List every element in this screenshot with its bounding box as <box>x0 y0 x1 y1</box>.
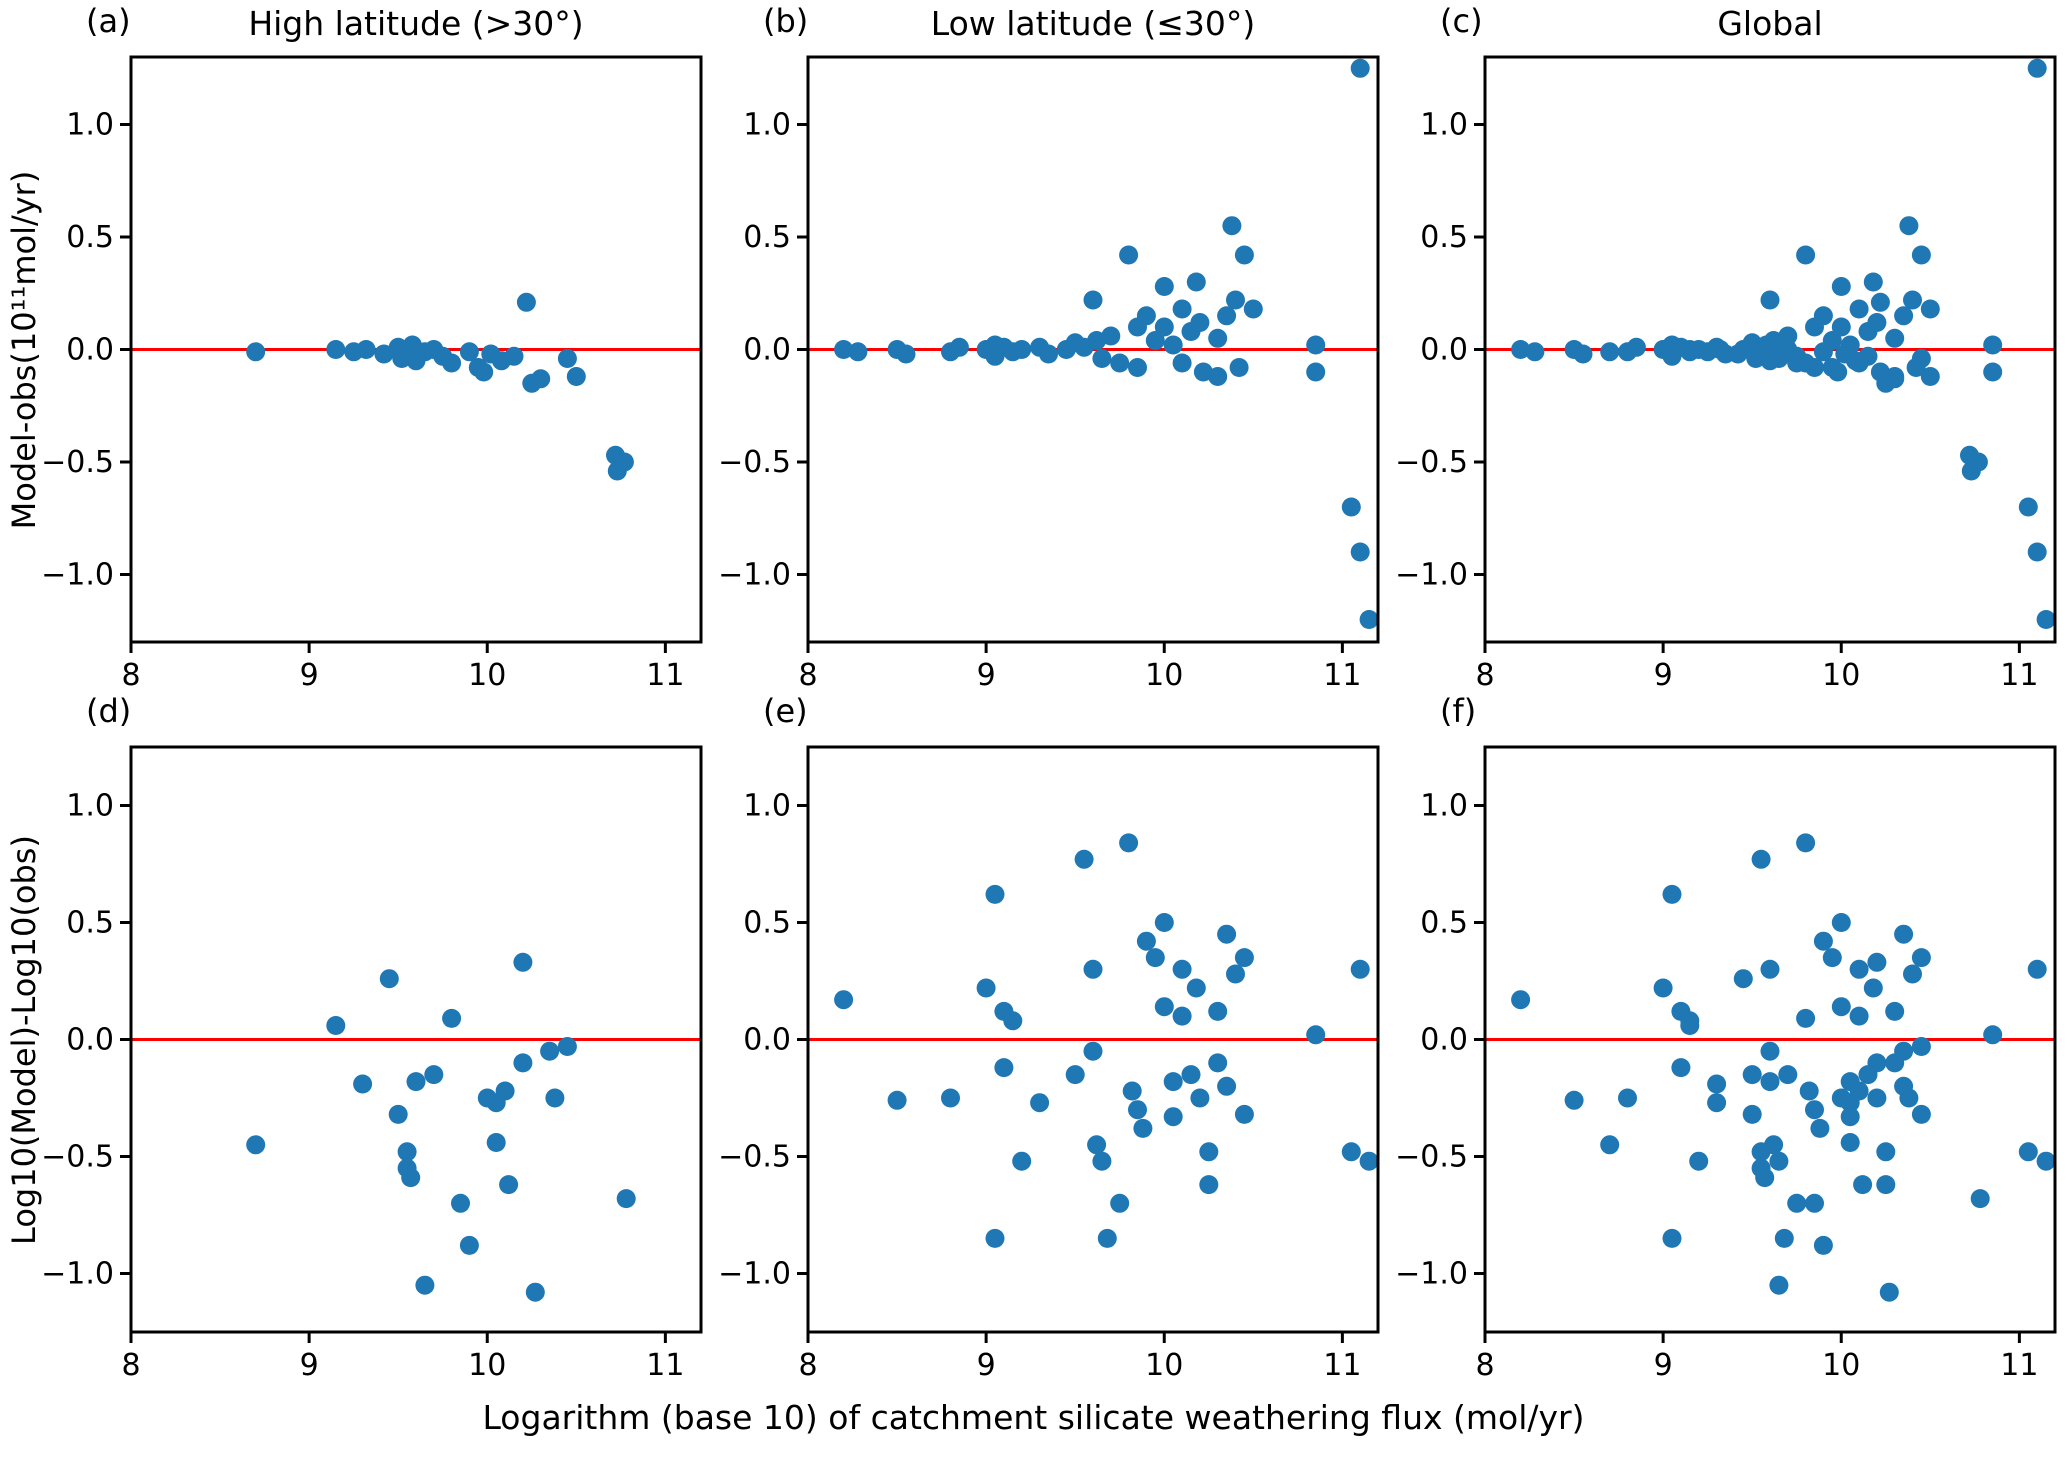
svg-text:9: 9 <box>300 1348 319 1380</box>
panel-b: (b) Low latitude (≤30°) 8 9 10 11 1.0 0.5 0.0 −… <box>713 0 1390 690</box>
svg-text:0.0: 0.0 <box>743 333 791 368</box>
scatter-plot-d: 8 9 10 11 1.0 0.5 0.0 −0.5 −1.0 <box>41 745 703 1380</box>
svg-text:11: 11 <box>2000 658 2038 690</box>
svg-text:−0.5: −0.5 <box>718 1140 791 1175</box>
scatter-plot-a: 8 9 10 11 1.0 0.5 0.0 −0.5 −1.0 <box>41 55 703 690</box>
scatter-plot-c: 8 9 10 11 1.0 0.5 0.0 −0.5 −1.0 <box>1395 55 2057 690</box>
panel-e: (e) 8 9 10 11 1.0 0.5 0.0 −0.5 −1.0 <box>713 690 1390 1380</box>
panel-c-letter: (c) <box>1440 2 1483 40</box>
scatter-plot-b: 8 9 10 11 1.0 0.5 0.0 −0.5 −1.0 <box>718 55 1380 690</box>
svg-text:10: 10 <box>1145 658 1183 690</box>
panel-f-letter: (f) <box>1440 692 1477 730</box>
svg-text:0.0: 0.0 <box>1420 1023 1468 1058</box>
svg-text:0.5: 0.5 <box>1420 220 1468 255</box>
svg-text:8: 8 <box>1475 1348 1494 1380</box>
svg-text:−1.0: −1.0 <box>41 1257 114 1292</box>
svg-text:10: 10 <box>468 1348 506 1380</box>
panel-b-title: Low latitude (≤30°) <box>930 4 1256 43</box>
svg-text:−0.5: −0.5 <box>41 445 114 480</box>
svg-text:8: 8 <box>1475 658 1494 690</box>
svg-text:9: 9 <box>1654 658 1673 690</box>
svg-text:−0.5: −0.5 <box>1395 1140 1468 1175</box>
svg-text:10: 10 <box>468 658 506 690</box>
svg-text:1.0: 1.0 <box>66 108 114 143</box>
svg-text:8: 8 <box>121 1348 140 1380</box>
panel-e-letter: (e) <box>763 692 808 730</box>
svg-text:−0.5: −0.5 <box>1395 445 1468 480</box>
svg-text:−1.0: −1.0 <box>718 558 791 593</box>
panel-a-title: High latitude (>30°) <box>248 4 584 43</box>
svg-text:11: 11 <box>1323 1348 1361 1380</box>
svg-text:9: 9 <box>1654 1348 1673 1380</box>
svg-text:1.0: 1.0 <box>743 789 791 824</box>
panel-b-letter: (b) <box>763 2 809 40</box>
svg-text:8: 8 <box>121 658 140 690</box>
svg-text:10: 10 <box>1822 658 1860 690</box>
svg-text:11: 11 <box>1323 658 1361 690</box>
svg-text:9: 9 <box>300 658 319 690</box>
panel-a: (a) High latitude (>30°) 8 9 10 11 1.0 0.5 0.0… <box>36 0 713 690</box>
panel-d: (d) 8 9 10 11 1.0 0.5 0.0 −0.5 −1.0 <box>36 690 713 1380</box>
svg-text:0.0: 0.0 <box>1420 333 1468 368</box>
svg-text:−0.5: −0.5 <box>718 445 791 480</box>
panel-a-letter: (a) <box>86 2 131 40</box>
x-axis-label: Logarithm (base 10) of catchment silicat… <box>482 1398 1585 1437</box>
panel-c: (c) Global 8 9 10 11 1.0 0.5 0.0 −0.5 −1.0 <box>1390 0 2067 690</box>
panel-f: (f) 8 9 10 11 1.0 0.5 0.0 −0.5 −1.0 <box>1390 690 2067 1380</box>
svg-text:9: 9 <box>977 1348 996 1380</box>
svg-text:11: 11 <box>646 658 684 690</box>
panel-d-letter: (d) <box>86 692 132 730</box>
scatter-plot-e: 8 9 10 11 1.0 0.5 0.0 −0.5 −1.0 <box>718 745 1380 1380</box>
svg-text:10: 10 <box>1822 1348 1860 1380</box>
svg-text:10: 10 <box>1145 1348 1183 1380</box>
svg-text:8: 8 <box>798 1348 817 1380</box>
svg-text:0.0: 0.0 <box>66 333 114 368</box>
svg-text:11: 11 <box>646 1348 684 1380</box>
panel-c-title: Global <box>1717 4 1823 43</box>
svg-text:0.0: 0.0 <box>743 1023 791 1058</box>
svg-text:−0.5: −0.5 <box>41 1140 114 1175</box>
svg-text:1.0: 1.0 <box>1420 789 1468 824</box>
svg-text:0.0: 0.0 <box>66 1023 114 1058</box>
svg-text:1.0: 1.0 <box>743 108 791 143</box>
svg-text:0.5: 0.5 <box>1420 906 1468 941</box>
svg-text:9: 9 <box>977 658 996 690</box>
svg-text:1.0: 1.0 <box>66 789 114 824</box>
svg-text:1.0: 1.0 <box>1420 108 1468 143</box>
svg-text:11: 11 <box>2000 1348 2038 1380</box>
svg-text:0.5: 0.5 <box>743 906 791 941</box>
svg-text:8: 8 <box>798 658 817 690</box>
svg-text:0.5: 0.5 <box>66 906 114 941</box>
svg-text:0.5: 0.5 <box>743 220 791 255</box>
svg-text:−1.0: −1.0 <box>41 558 114 593</box>
svg-text:0.5: 0.5 <box>66 220 114 255</box>
svg-text:−1.0: −1.0 <box>1395 558 1468 593</box>
scatter-plot-f: 8 9 10 11 1.0 0.5 0.0 −0.5 −1.0 <box>1395 745 2057 1380</box>
svg-text:−1.0: −1.0 <box>718 1257 791 1292</box>
svg-text:−1.0: −1.0 <box>1395 1257 1468 1292</box>
